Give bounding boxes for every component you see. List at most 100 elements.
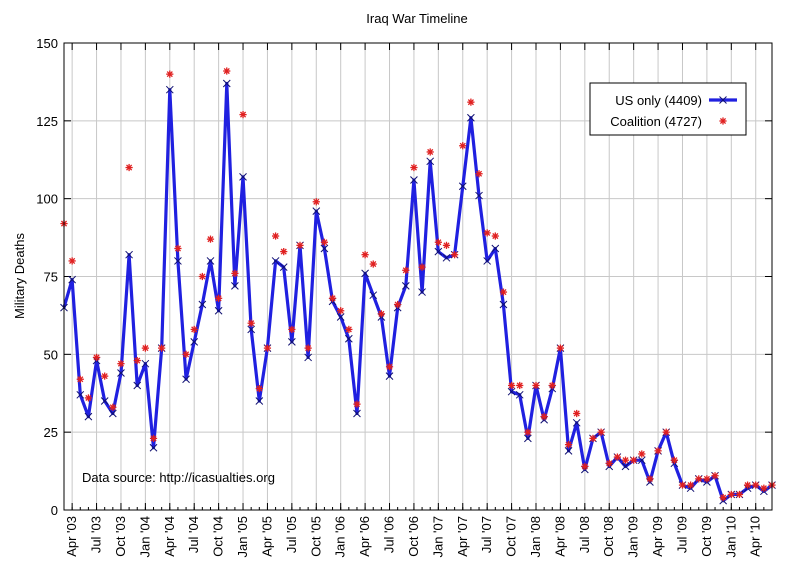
data-point-coalition bbox=[353, 400, 361, 408]
data-point-coalition bbox=[524, 428, 532, 436]
data-source-annotation: Data source: http://icasualties.org bbox=[82, 470, 275, 485]
data-point-us bbox=[222, 79, 231, 88]
x-tick-label: Jul '06 bbox=[382, 516, 397, 553]
data-point-us bbox=[515, 390, 524, 399]
x-tick-label: Oct '06 bbox=[406, 516, 421, 557]
data-point-us bbox=[564, 446, 573, 455]
data-point-us bbox=[442, 253, 451, 262]
data-point-coalition bbox=[760, 484, 768, 492]
data-point-coalition bbox=[247, 319, 255, 327]
data-point-coalition bbox=[68, 257, 76, 265]
data-point-coalition bbox=[687, 481, 695, 489]
data-point-us bbox=[149, 443, 158, 452]
data-point-us bbox=[165, 85, 174, 94]
data-point-us bbox=[507, 387, 516, 396]
y-tick-label: 125 bbox=[36, 114, 58, 129]
data-point-coalition bbox=[735, 490, 744, 499]
data-point-coalition bbox=[678, 481, 687, 489]
data-point-coalition bbox=[442, 241, 451, 249]
data-point-coalition bbox=[727, 490, 735, 499]
data-point-coalition bbox=[84, 394, 93, 402]
x-tick-label: Oct '05 bbox=[308, 516, 323, 557]
data-point-coalition bbox=[133, 356, 141, 365]
y-tick-label: 75 bbox=[44, 270, 58, 285]
y-tick-label: 0 bbox=[51, 503, 58, 518]
series-line bbox=[62, 81, 773, 503]
x-tick-label: Oct '04 bbox=[211, 516, 226, 557]
data-point-coalition bbox=[556, 344, 565, 352]
data-point-us bbox=[100, 397, 109, 405]
data-point-coalition bbox=[328, 294, 337, 302]
data-point-coalition bbox=[320, 238, 329, 246]
data-point-coalition bbox=[621, 456, 630, 464]
data-point-coalition bbox=[166, 70, 174, 78]
data-point-coalition bbox=[743, 481, 752, 489]
data-point-coalition bbox=[304, 344, 312, 352]
data-point-us bbox=[344, 334, 353, 343]
data-point-us bbox=[418, 288, 426, 296]
data-point-coalition bbox=[451, 251, 459, 259]
x-tick-label: Apr '03 bbox=[64, 516, 79, 557]
x-tick-label: Apr '09 bbox=[650, 516, 665, 557]
data-point-coalition bbox=[109, 403, 117, 411]
plot-border bbox=[63, 42, 773, 511]
data-point-us bbox=[84, 412, 93, 421]
data-point-coalition bbox=[613, 453, 621, 461]
x-tick-label: Jan '09 bbox=[626, 516, 641, 558]
y-tick-label: 150 bbox=[36, 36, 58, 51]
data-point-coalition bbox=[271, 232, 280, 240]
data-point-us bbox=[499, 300, 508, 309]
data-point-us bbox=[458, 182, 467, 191]
data-point-us bbox=[198, 300, 207, 309]
legend-marker bbox=[719, 117, 727, 125]
x-tick-label: Jul '05 bbox=[284, 516, 299, 553]
x-tick-label: Jul '07 bbox=[479, 516, 494, 553]
data-point-coalition bbox=[540, 413, 548, 421]
data-point-us bbox=[271, 257, 280, 265]
x-tick-label: Jan '08 bbox=[528, 516, 543, 558]
x-tick-label: Oct '08 bbox=[601, 516, 616, 557]
data-point-coalition bbox=[345, 325, 353, 334]
data-point-coalition bbox=[646, 475, 654, 483]
data-point-coalition bbox=[280, 247, 288, 256]
data-point-coalition bbox=[402, 266, 410, 274]
data-point-coalition bbox=[434, 238, 442, 246]
data-point-us bbox=[637, 456, 646, 465]
data-point-us bbox=[385, 372, 394, 380]
data-point-us bbox=[426, 157, 435, 166]
data-point-us bbox=[239, 173, 247, 181]
x-tick-label: Oct '03 bbox=[113, 516, 128, 557]
data-point-coalition bbox=[695, 475, 703, 483]
data-point-coalition bbox=[377, 310, 385, 318]
data-point-coalition bbox=[394, 300, 402, 309]
data-point-us bbox=[361, 269, 369, 278]
data-point-us bbox=[279, 263, 288, 272]
data-point-coalition bbox=[475, 170, 483, 178]
data-point-us bbox=[108, 409, 117, 418]
x-tick-label: Jul '03 bbox=[89, 516, 104, 553]
data-point-coalition bbox=[239, 111, 247, 119]
data-point-us bbox=[141, 359, 150, 368]
data-point-us bbox=[353, 409, 361, 418]
x-tick-label: Jan '05 bbox=[235, 516, 250, 558]
data-point-us bbox=[336, 313, 345, 321]
data-point-coalition bbox=[418, 263, 426, 271]
data-point-us bbox=[68, 275, 76, 284]
x-tick-label: Jan '06 bbox=[333, 516, 348, 558]
data-point-coalition bbox=[117, 360, 125, 368]
data-point-coalition bbox=[589, 434, 597, 442]
data-point-coalition bbox=[711, 472, 719, 480]
legend-entry-us-only: US only (4409) bbox=[615, 93, 702, 108]
x-tick-label: Apr '07 bbox=[455, 516, 470, 557]
x-tick-label: Jul '09 bbox=[674, 516, 689, 553]
x-tick-label: Jul '04 bbox=[186, 516, 201, 553]
data-point-us bbox=[182, 375, 190, 384]
data-point-us bbox=[231, 281, 239, 290]
series-coalition bbox=[60, 67, 776, 502]
data-point-coalition bbox=[337, 307, 345, 315]
data-point-coalition bbox=[459, 142, 467, 150]
data-point-us bbox=[174, 257, 182, 265]
data-point-us bbox=[304, 353, 312, 362]
data-point-coalition bbox=[215, 294, 223, 302]
